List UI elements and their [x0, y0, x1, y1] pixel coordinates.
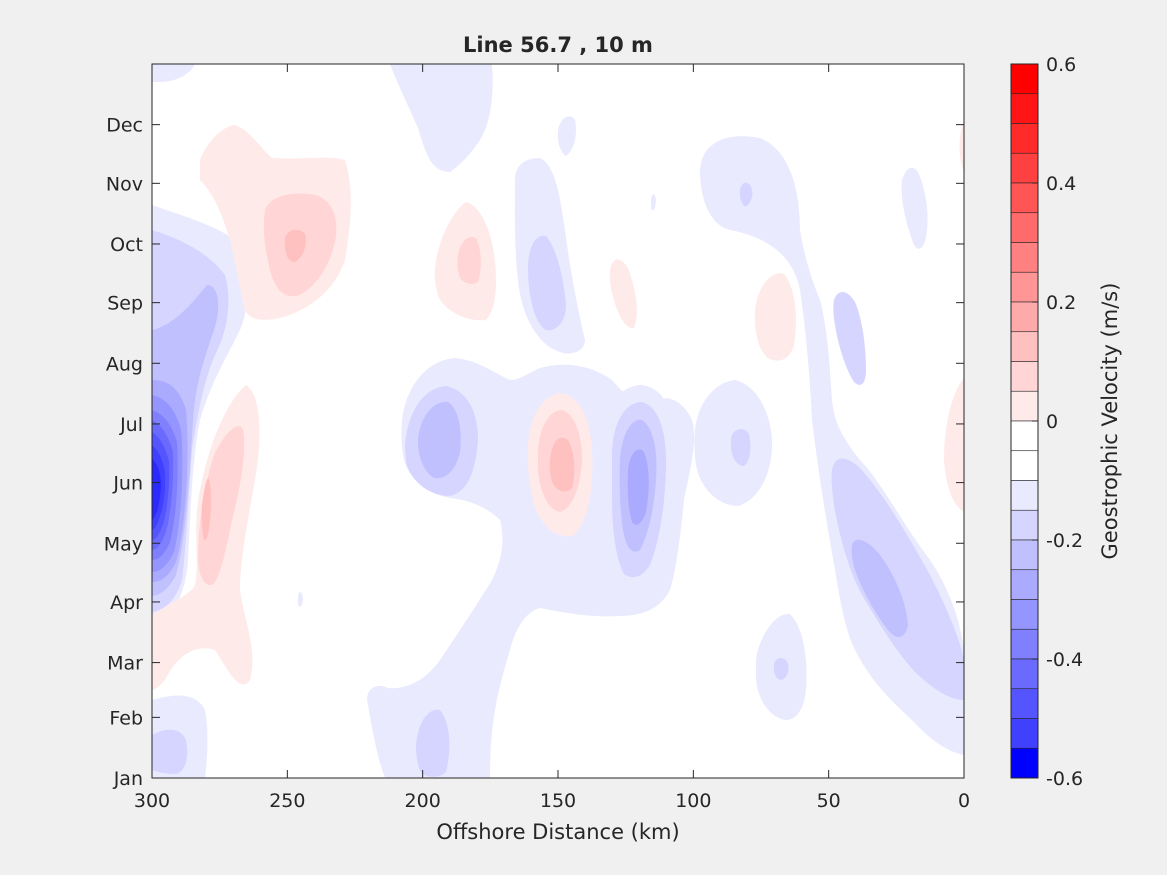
y-ticks: Jan Feb Mar Apr May Jun Jul Aug Sep Oct Nov Dec: [104, 115, 964, 790]
colorbar-cell: [1010, 569, 1039, 600]
colorbar-cell: [1010, 123, 1039, 154]
colorbar-tick-label: 0.2: [1046, 292, 1076, 314]
contour-blue-top: [390, 64, 493, 172]
y-tick-label: Sep: [107, 293, 143, 315]
colorbar-label: Geostrophic Velocity (m/s): [1098, 283, 1122, 560]
contour-blue-120-level4: [627, 449, 649, 525]
colorbar-cell: [1010, 628, 1039, 660]
y-tick-label: Nov: [106, 173, 143, 195]
colorbar-cell: [1010, 688, 1039, 719]
y-tick-label: Apr: [110, 592, 143, 614]
colorbar-cell: [1010, 63, 1039, 95]
x-axis-label: Offshore Distance (km): [436, 820, 679, 844]
contour-blue-jan-offshore-level2: [152, 729, 188, 774]
colorbar-cell: [1010, 212, 1039, 243]
contour-fills: [152, 64, 964, 778]
colorbar-cell: [1010, 301, 1039, 333]
colorbar-cell: [1010, 361, 1039, 392]
y-tick-label: Jul: [119, 414, 143, 436]
chart-title: Line 56.7 , 10 m: [463, 33, 653, 57]
x-tick-label: 250: [269, 790, 305, 812]
contour-blue-east-level2: [831, 458, 964, 700]
colorbar-cell: [1010, 242, 1039, 273]
contour-red-130: [609, 259, 637, 329]
x-tick-label: 300: [134, 790, 170, 812]
y-tick-label: Jan: [113, 768, 143, 790]
contour-blue-85-level2: [731, 429, 751, 466]
colorbar-cell: [1010, 93, 1039, 124]
colorbar-cell: [1010, 271, 1039, 303]
y-tick-label: Jun: [112, 473, 143, 495]
contour-red-148-level3: [549, 437, 575, 492]
x-tick-label: 150: [540, 790, 576, 812]
colorbar-cell: [1010, 182, 1039, 214]
colorbar-cell: [1010, 152, 1039, 184]
y-tick-label: Aug: [106, 353, 143, 375]
colorbar-cell: [1010, 450, 1039, 481]
colorbar-cell: [1010, 331, 1039, 362]
colorbar-cell: [1010, 599, 1039, 630]
colorbar-cell: [1010, 539, 1039, 571]
colorbar-cell: [1010, 718, 1039, 749]
contour-red-183-level2: [457, 236, 481, 285]
x-tick-label: 100: [675, 790, 711, 812]
colorbar-cell: [1010, 390, 1039, 422]
contour-blue-dot-jun-center: [434, 437, 437, 449]
y-tick-label: Feb: [109, 707, 143, 729]
contour-red-68: [754, 273, 796, 361]
colorbar-ticks: 0.6 0.4 0.2 0 -0.2 -0.4 -0.6: [1032, 54, 1083, 790]
colorbar-cell: [1010, 420, 1039, 452]
colorbar-cell: [1010, 658, 1039, 690]
contour-red-level2: [198, 426, 245, 586]
contour-blue-155-level2: [528, 235, 566, 331]
colorbar-tick-label: -0.2: [1046, 530, 1083, 552]
y-tick-label: Dec: [106, 115, 143, 137]
y-tick-label: Mar: [107, 653, 143, 675]
colorbar-tick-label: -0.4: [1046, 649, 1083, 671]
contour-blue-dot-oct: [651, 194, 656, 211]
colorbar-cells: [1010, 63, 1039, 779]
colorbar-cell: [1010, 747, 1039, 779]
colorbar: 0.6 0.4 0.2 0 -0.2 -0.4 -0.6 Geostrophic Veloc…: [1010, 54, 1122, 790]
contour-blue-east-nov: [739, 182, 753, 207]
contour-blue-dec: [557, 116, 576, 156]
contour-red-edge-jun: [944, 378, 964, 512]
contour-blue-70-level2: [773, 658, 789, 680]
contour-blue-center-level3: [418, 401, 461, 479]
x-tick-label: 200: [405, 790, 441, 812]
y-tick-label: Oct: [110, 234, 143, 256]
colorbar-cell: [1010, 480, 1039, 511]
contour-blue-dot-apr: [298, 592, 303, 607]
contour-red-oct-level3: [284, 229, 306, 262]
colorbar-tick-label: 0: [1046, 411, 1058, 433]
colorbar-tick-label: 0.4: [1046, 173, 1076, 195]
colorbar-tick-label: -0.6: [1046, 768, 1083, 790]
colorbar-tick-label: 0.6: [1046, 54, 1076, 76]
contour-blue-topleft: [152, 64, 195, 82]
contour-blue-east-level3: [851, 539, 908, 637]
contour-blue-level10: [152, 458, 161, 520]
contour-blue-east-aug: [833, 291, 866, 385]
contour-red-edge-top: [959, 120, 964, 172]
plot-area: 300 250 200 150 100 50 0 Jan Feb Mar Apr May Jun Jul…: [104, 63, 970, 812]
y-tick-label: May: [104, 533, 143, 555]
x-ticks: 300 250 200 150 100 50 0: [134, 64, 970, 812]
x-tick-label: 0: [958, 790, 970, 812]
x-tick-label: 50: [817, 790, 841, 812]
contour-red-level3: [201, 478, 212, 541]
colorbar-cell: [1010, 509, 1039, 541]
contour-blue-jan-level2: [416, 709, 450, 777]
contour-blue-nov-edge: [901, 167, 928, 249]
